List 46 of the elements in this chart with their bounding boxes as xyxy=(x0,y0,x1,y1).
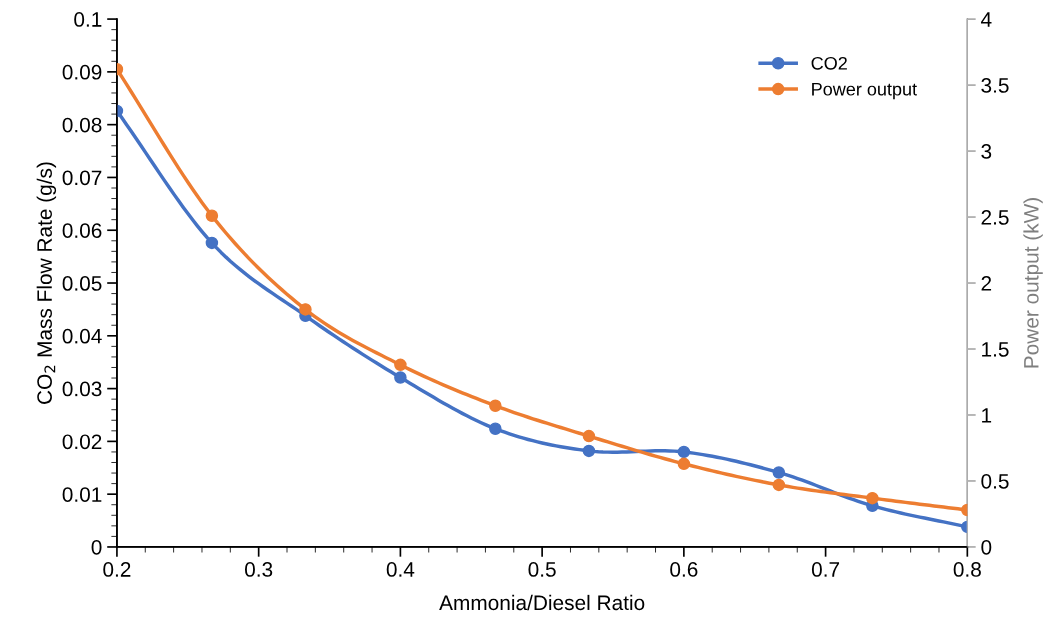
y-tick-label: 0 xyxy=(91,539,102,555)
x-tick-label: 0.3 xyxy=(245,562,273,577)
y2-tick-label: 0.5 xyxy=(981,473,1009,489)
y2-tick-label: 0 xyxy=(981,539,992,555)
legend-label: Power output xyxy=(812,82,917,100)
point xyxy=(205,236,219,250)
y-tick-label: 0.03 xyxy=(62,381,102,397)
x-tick-label: 0.5 xyxy=(528,562,556,577)
point xyxy=(866,491,879,505)
x-tick-label: 0.7 xyxy=(811,562,840,577)
y-tick-label: 0.09 xyxy=(62,64,102,80)
point xyxy=(299,303,312,316)
y2-tick-label: 1 xyxy=(982,408,992,423)
y-tick-label: 0.1 xyxy=(74,12,102,27)
y-tick-label: 0.05 xyxy=(62,276,102,291)
point xyxy=(205,209,219,222)
point xyxy=(582,429,596,443)
point xyxy=(489,399,502,413)
point xyxy=(394,358,407,372)
y2-tick-label: 3 xyxy=(981,144,992,159)
y-tick-label: 0.01 xyxy=(62,487,102,502)
y2-tick-label: 2 xyxy=(981,276,992,291)
point xyxy=(677,445,691,459)
y2-tick-label: 1.5 xyxy=(982,342,1009,357)
y2-tick-label: 3.5 xyxy=(981,78,1009,93)
y-tick-label: 0.08 xyxy=(62,117,102,133)
point xyxy=(772,466,786,479)
x-tick-label: 0.4 xyxy=(386,562,415,577)
y-tick-label: 0.04 xyxy=(62,328,102,344)
y-tick-label: 0.02 xyxy=(62,434,102,450)
point xyxy=(677,457,691,471)
x-axis-title: Ammonia/Diesel Ratio xyxy=(439,594,645,611)
y2-tick-label: 2.5 xyxy=(981,210,1009,225)
x-tick-label: 0.6 xyxy=(670,562,698,577)
y-tick-label: 0.07 xyxy=(62,170,102,186)
y2-tick-label: 4 xyxy=(981,12,992,27)
point xyxy=(582,444,596,458)
x-tick-label: 0.8 xyxy=(953,562,981,577)
point xyxy=(772,478,786,492)
point xyxy=(394,371,407,384)
y2-axis-title: Power output (kW) xyxy=(1023,198,1043,368)
legend-label: CO2 xyxy=(811,56,847,70)
y-tick-label: 0.06 xyxy=(62,223,102,238)
y-axis-title: CO$_{2}$ Mass Flow Rate (g/s) xyxy=(36,162,57,404)
point xyxy=(489,422,502,435)
x-tick-label: 0.2 xyxy=(103,562,131,577)
